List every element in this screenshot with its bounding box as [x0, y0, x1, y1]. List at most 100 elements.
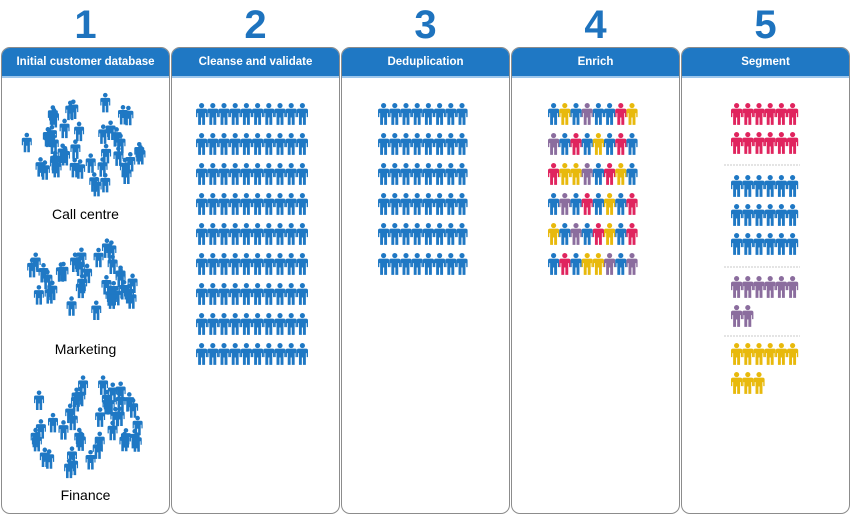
- person-icon: [445, 193, 457, 215]
- person-icon: [559, 193, 571, 215]
- person-icon: [296, 133, 308, 155]
- person-icon: [196, 253, 208, 275]
- person-icon: [207, 313, 219, 335]
- person-icon: [263, 133, 275, 155]
- person-icon: [764, 204, 776, 226]
- person-icon: [285, 343, 297, 365]
- person-icon: [106, 289, 117, 309]
- person-icon: [548, 133, 560, 155]
- person-icon: [434, 193, 446, 215]
- person-icon: [131, 432, 142, 452]
- step-number: 1: [74, 3, 97, 47]
- person-icon: [74, 121, 85, 142]
- person-icon: [296, 163, 308, 185]
- person-icon: [753, 233, 765, 255]
- person-icon: [229, 103, 241, 125]
- person-icon: [274, 253, 286, 275]
- person-icon: [787, 175, 799, 197]
- person-icon: [559, 223, 571, 245]
- person-icon: [753, 372, 765, 394]
- step-2-people: [196, 103, 308, 365]
- person-icon: [389, 133, 401, 155]
- person-icon: [59, 118, 70, 139]
- person-icon: [58, 420, 69, 440]
- person-icon: [218, 343, 230, 365]
- person-icon: [604, 103, 616, 125]
- person-icon: [263, 313, 275, 335]
- person-icon: [218, 103, 230, 125]
- person-icon: [135, 144, 146, 165]
- person-icon: [229, 193, 241, 215]
- person-icon: [274, 343, 286, 365]
- person-icon: [67, 410, 78, 431]
- step-header: Initial customer database: [2, 48, 169, 78]
- person-icon: [626, 133, 638, 155]
- person-icon: [389, 253, 401, 275]
- person-icon: [123, 105, 134, 126]
- person-icon: [775, 204, 787, 226]
- person-icon: [422, 163, 434, 185]
- person-icon: [274, 163, 286, 185]
- person-icon: [285, 223, 297, 245]
- person-icon: [559, 163, 571, 185]
- person-icon: [285, 133, 297, 155]
- person-icon: [753, 276, 765, 298]
- person-icon: [34, 390, 45, 410]
- person-icon: [456, 133, 468, 155]
- person-icon: [100, 172, 111, 193]
- person-icon: [581, 223, 593, 245]
- step-5-people: [724, 103, 800, 394]
- person-icon: [240, 313, 252, 335]
- person-icon: [548, 193, 560, 215]
- person-icon: [263, 163, 275, 185]
- step-header: Enrich: [512, 48, 679, 78]
- person-icon: [434, 103, 446, 125]
- person-icon: [570, 253, 582, 275]
- person-icon: [229, 343, 241, 365]
- person-icon: [592, 193, 604, 215]
- person-icon: [128, 398, 139, 418]
- person-icon: [445, 103, 457, 125]
- person-icon: [95, 407, 106, 427]
- person-icon: [252, 103, 264, 125]
- person-icon: [240, 163, 252, 185]
- person-icon: [548, 223, 560, 245]
- person-icon: [240, 103, 252, 125]
- person-icon: [775, 103, 787, 125]
- person-icon: [113, 146, 124, 166]
- person-icon: [570, 103, 582, 125]
- step-number: 3: [414, 3, 437, 47]
- person-icon: [229, 133, 241, 155]
- person-icon: [764, 343, 776, 365]
- person-icon: [753, 175, 765, 197]
- person-icon: [742, 175, 754, 197]
- person-icon: [764, 103, 776, 125]
- person-icon: [570, 193, 582, 215]
- person-icon: [296, 193, 308, 215]
- person-icon: [93, 247, 104, 268]
- person-icon: [787, 204, 799, 226]
- person-icon: [389, 163, 401, 185]
- person-icon: [55, 262, 66, 282]
- person-icon: [252, 313, 264, 335]
- person-icon: [764, 276, 776, 298]
- person-icon: [252, 193, 264, 215]
- person-icon: [98, 124, 109, 144]
- person-icon: [456, 193, 468, 215]
- person-icon: [626, 103, 638, 125]
- person-icon: [787, 103, 799, 125]
- person-icon: [775, 233, 787, 255]
- person-icon: [775, 343, 787, 365]
- person-icon: [456, 103, 468, 125]
- person-icon: [592, 133, 604, 155]
- person-icon: [196, 343, 208, 365]
- person-icon: [411, 163, 423, 185]
- person-icon: [400, 223, 412, 245]
- person-icon: [218, 253, 230, 275]
- person-icon: [731, 233, 743, 255]
- step-header: Deduplication: [342, 48, 509, 78]
- person-icon: [229, 253, 241, 275]
- person-icon: [731, 343, 743, 365]
- person-icon: [775, 132, 787, 154]
- person-icon: [378, 163, 390, 185]
